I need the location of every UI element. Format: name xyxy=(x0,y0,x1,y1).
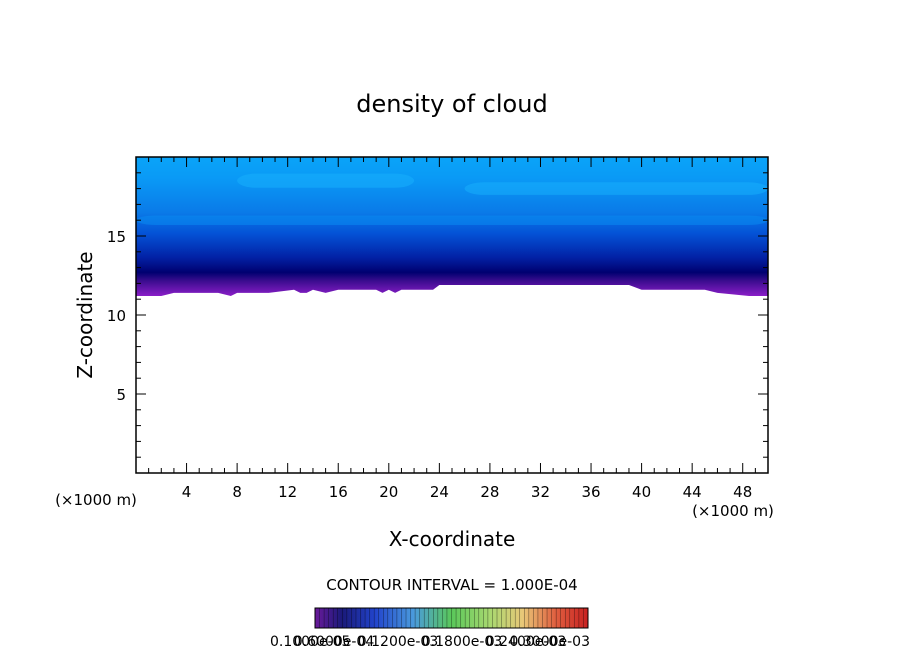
x-tick-label: 32 xyxy=(531,483,550,501)
y-tick-label: 10 xyxy=(107,307,126,325)
x-unit-left: (×1000 m) xyxy=(55,491,137,509)
colorbar-label: 0.3000e-03 xyxy=(510,634,590,650)
colorbar-label: 0.1200e-03 xyxy=(358,634,438,650)
x-tick-label: 20 xyxy=(379,483,398,501)
x-tick-label: 40 xyxy=(632,483,651,501)
y-axis: 5 10 15 xyxy=(107,172,768,458)
x-tick-label: 16 xyxy=(329,483,348,501)
colorbar-label: 0.1800e-03 xyxy=(422,634,502,650)
colorbar-stripes xyxy=(319,608,584,628)
x-tick-label: 12 xyxy=(278,483,297,501)
x-axis-label: X-coordinate xyxy=(389,527,516,551)
cloud-field xyxy=(136,157,768,297)
cloud-density-area xyxy=(136,157,768,297)
x-tick-label: 28 xyxy=(480,483,499,501)
x-tick-label: 48 xyxy=(733,483,752,501)
x-tick-label: 4 xyxy=(182,483,192,501)
cloud-streak xyxy=(464,182,768,195)
colorbar-label: 0.2400e-03 xyxy=(486,634,566,650)
x-unit-right: (×1000 m) xyxy=(692,502,774,520)
cloud-streak xyxy=(237,173,415,188)
y-tick-label: 5 xyxy=(116,386,126,404)
colorbar-label: 0.6000e-04 xyxy=(294,634,375,650)
y-axis-label: Z-coordinate xyxy=(73,251,97,378)
y-tick-label: 15 xyxy=(107,228,126,246)
x-tick-label: 24 xyxy=(430,483,449,501)
colorbar-labels: 0.1000e-050.6000e-040.1200e-030.1800e-03… xyxy=(270,634,590,650)
x-tick-label: 8 xyxy=(232,483,242,501)
x-tick-label: 36 xyxy=(581,483,600,501)
x-axis: 4 8 12 16 20 24 28 32 36 40 44 48 xyxy=(148,157,756,501)
x-tick-label: 44 xyxy=(683,483,702,501)
colorbar-label: 0.1000e-05 xyxy=(270,634,350,650)
chart-title: density of cloud xyxy=(356,90,547,118)
cloud-streak xyxy=(136,215,768,225)
contour-interval-label: CONTOUR INTERVAL = 1.000E-04 xyxy=(326,576,577,594)
